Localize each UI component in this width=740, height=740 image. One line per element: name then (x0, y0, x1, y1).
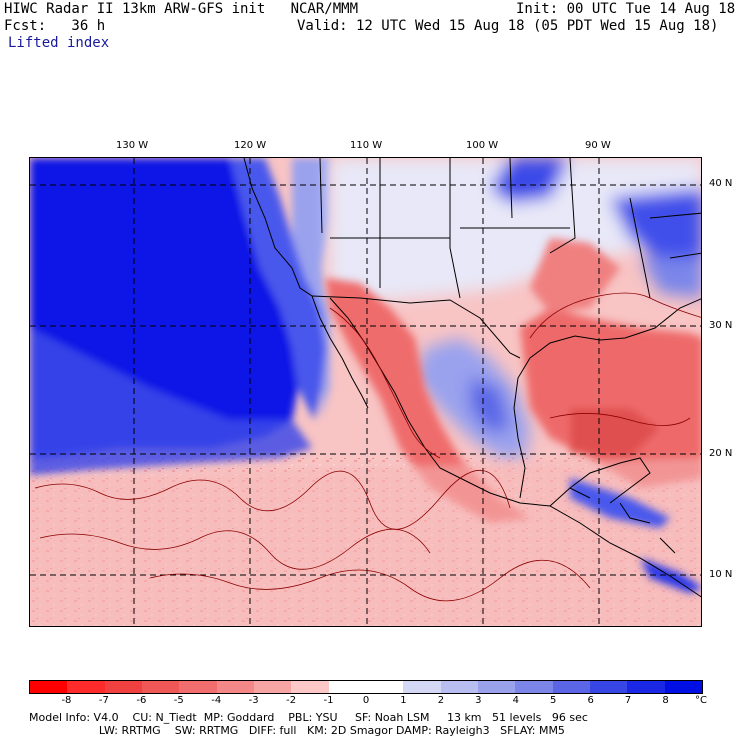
colorbar-tick-label: 1 (400, 695, 407, 706)
colorbar-tick-label: 5 (550, 695, 557, 706)
colorbar-swatch (216, 681, 254, 693)
header-title: HIWC Radar II 13km ARW-GFS init NCAR/MMM (4, 1, 359, 17)
colorbar-tick-label: 3 (475, 695, 482, 706)
colorbar (29, 680, 703, 694)
colorbar-tick-label: -1 (323, 695, 334, 706)
forecast-hour: Fcst: 36 h (4, 18, 106, 34)
colorbar-tick-label: -4 (211, 695, 222, 706)
colorbar-swatch (552, 681, 590, 693)
map-svg (30, 158, 701, 626)
colorbar-swatch (440, 681, 478, 693)
colorbar-swatch (664, 681, 702, 693)
colorbar-tick-label: -3 (248, 695, 259, 706)
colorbar-swatch (253, 681, 292, 693)
colorbar-swatch (477, 681, 516, 693)
colorbar-swatch (627, 681, 665, 693)
lat-label-20n: 20 N (709, 448, 733, 459)
colorbar-tick-label: 8 (662, 695, 669, 706)
field-name: Lifted index (8, 35, 110, 51)
colorbar-tick-label: -8 (61, 695, 72, 706)
lifted-index-map (29, 157, 702, 627)
lon-label-130w: 130 W (116, 140, 149, 151)
colorbar-swatch (141, 681, 180, 693)
colorbar-tick-label: 4 (512, 695, 519, 706)
colorbar-tick-label: -7 (98, 695, 109, 706)
colorbar-tick-label: 7 (624, 695, 632, 706)
mexican-plateau (415, 338, 530, 458)
lat-label-10n: 10 N (709, 569, 733, 580)
contour-lines (34, 292, 701, 602)
colorbar-swatch (365, 681, 404, 693)
colorbar-tick-label: °C (695, 695, 707, 706)
colorbar-swatch (104, 681, 142, 693)
colorbar-tick-label: -6 (136, 695, 147, 706)
colorbar-swatch (179, 681, 217, 693)
lon-label-120w: 120 W (234, 140, 267, 151)
colorbar-tick-label: 6 (587, 695, 594, 706)
lon-label-110w: 110 W (350, 140, 383, 151)
colorbar-swatch (67, 681, 105, 693)
init-time: Init: 00 UTC Tue 14 Aug 18 (516, 1, 736, 17)
model-info-line1: Model Info: V4.0 CU: N_Tiedt MP: Goddard… (29, 711, 588, 724)
colorbar-tick-label: 2 (437, 695, 445, 706)
colorbar-swatch (515, 681, 553, 693)
lon-label-90w: 90 W (585, 140, 611, 151)
colorbar-swatch (291, 681, 329, 693)
colorbar-swatch (589, 681, 628, 693)
colorbar-tick-label: 0 (362, 695, 370, 706)
unstable-regions (30, 238, 701, 626)
colorbar-tick-label: -5 (173, 695, 184, 706)
colorbar-swatch (328, 681, 366, 693)
pacific-stable-region (30, 158, 330, 476)
valid-time: Valid: 12 UTC Wed 15 Aug 18 (05 PDT Wed … (297, 18, 719, 34)
lat-label-30n: 30 N (709, 320, 733, 331)
latlon-grid (30, 158, 701, 626)
colorbar-swatch (30, 681, 68, 693)
colorbar-swatch (403, 681, 441, 693)
coastlines-borders (243, 158, 701, 598)
colorbar-tick-label: -2 (286, 695, 297, 706)
model-info-line2: LW: RRTMG SW: RRTMG DIFF: full KM: 2D Sm… (29, 724, 565, 737)
lat-label-40n: 40 N (709, 178, 733, 189)
lon-label-100w: 100 W (466, 140, 499, 151)
